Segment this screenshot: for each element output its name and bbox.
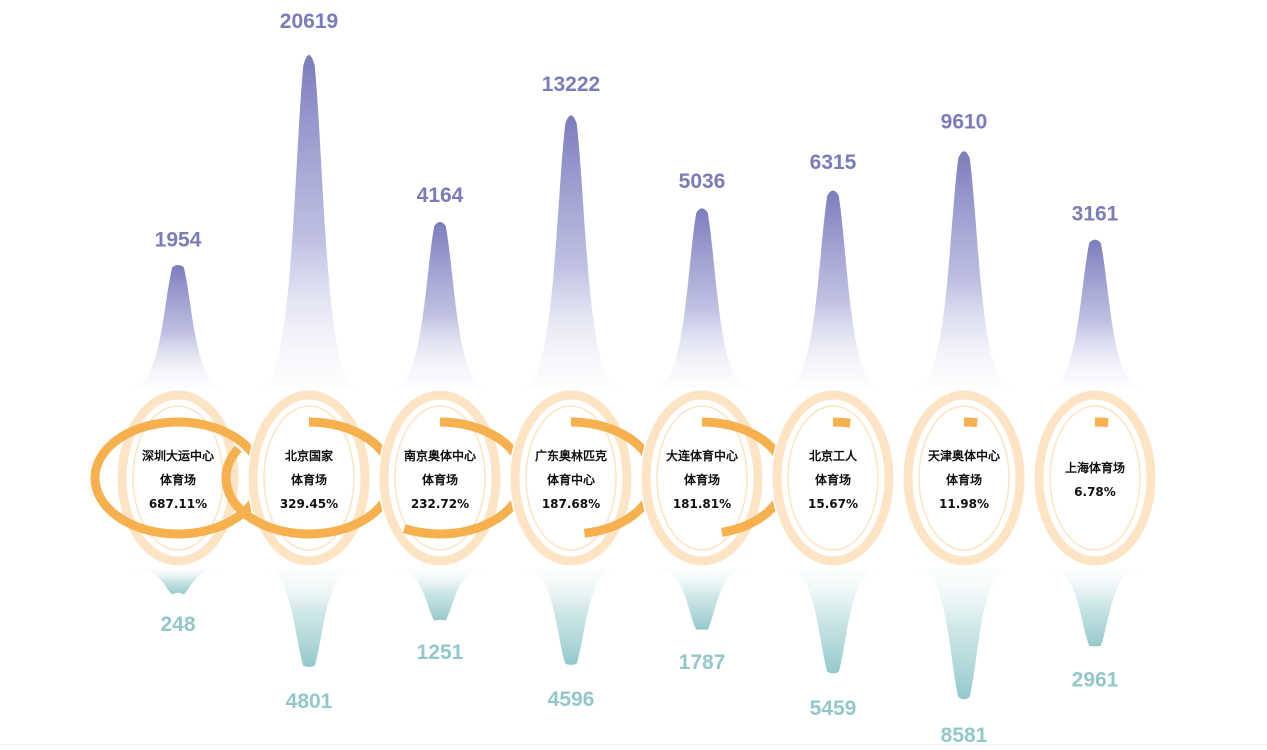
ring-progress-arc — [1007, 417, 1183, 539]
percent-label: 11.98% — [939, 497, 989, 511]
ring-backing — [1033, 389, 1157, 567]
top-spike — [523, 115, 619, 388]
ring-inner-outline — [1049, 405, 1141, 551]
category-name-line: 体育场 — [946, 472, 982, 487]
percent-label: 6.78% — [1074, 485, 1116, 499]
category-name-line: 体育场 — [160, 472, 196, 487]
bottom-series-spikes — [130, 568, 1143, 700]
percent-label: 232.72% — [411, 497, 469, 511]
category-ring: 上海体育场 6.78% — [1007, 389, 1183, 567]
ring-progress-arc — [745, 417, 921, 539]
top-value-label: 20619 — [280, 10, 338, 33]
category-name-line: 上海体育场 — [1065, 460, 1125, 475]
top-spike — [785, 190, 881, 388]
bottom-spike — [1047, 568, 1143, 647]
category-name-line: 南京奥体中心 — [404, 448, 476, 463]
top-spike — [1047, 239, 1143, 388]
ring-inner-outline — [263, 405, 355, 551]
ring-backing — [378, 389, 502, 567]
ring-inner-outline — [394, 405, 486, 551]
percent-label: 687.11% — [149, 497, 207, 511]
ring-track — [510, 390, 632, 566]
top-value-label: 6315 — [810, 151, 857, 174]
bottom-value-label: 2961 — [1072, 669, 1119, 692]
bottom-spike — [261, 568, 357, 667]
ring-track — [641, 390, 763, 566]
ring-track — [379, 390, 501, 566]
bottom-value-label: 5459 — [810, 697, 857, 720]
top-value-label: 3161 — [1072, 202, 1119, 225]
bottom-spike — [785, 568, 881, 674]
category-name-line: 北京国家 — [285, 448, 334, 463]
top-spike — [261, 55, 357, 388]
ring-inner-outline — [656, 405, 748, 551]
ring-backing — [509, 389, 633, 567]
top-spike — [392, 222, 488, 388]
bottom-spike — [916, 568, 1012, 700]
ring-inner-outline — [918, 405, 1010, 551]
ring-backing — [771, 389, 895, 567]
bottom-value-label: 1787 — [679, 651, 726, 674]
bottom-spike — [392, 568, 488, 621]
percent-label: 187.68% — [542, 497, 600, 511]
ring-track — [772, 390, 894, 566]
percent-label: 329.45% — [280, 497, 338, 511]
category-name-line: 体育场 — [291, 472, 327, 487]
top-value-label: 5036 — [679, 170, 726, 193]
bottom-value-label: 4801 — [286, 690, 333, 713]
ring-backing — [902, 389, 1026, 567]
category-name-line: 体育场 — [815, 472, 851, 487]
top-value-label: 13222 — [542, 73, 600, 96]
bottom-spike — [523, 568, 619, 665]
top-spike — [130, 264, 226, 388]
ring-inner-outline — [787, 405, 879, 551]
bottom-spike — [130, 568, 226, 595]
bottom-series-labels: 248 4801 1251 4596 1787 5459 8581 2961 — [160, 613, 1118, 747]
bottom-value-label: 8581 — [941, 724, 988, 747]
category-name-line: 大连体育中心 — [666, 448, 738, 463]
top-value-label: 9610 — [941, 110, 988, 133]
ring-progress-arc — [876, 417, 1052, 539]
category-name-line: 深圳大运中心 — [142, 448, 214, 463]
bottom-value-label: 1251 — [417, 641, 464, 664]
top-value-label: 4164 — [417, 184, 464, 207]
percent-label: 181.81% — [673, 497, 731, 511]
top-value-label: 1954 — [155, 229, 202, 252]
category-name-line: 广东奥林匹克 — [535, 448, 607, 463]
category-rings: 深圳大运中心体育场687.11%北京国家体育场329.45%南京奥体中心体育场2… — [90, 389, 1183, 567]
top-series-spikes — [130, 55, 1143, 388]
top-series-labels: 1954 20619 4164 13222 5036 6315 9610 3161 — [155, 10, 1119, 252]
ring-backing — [640, 389, 764, 567]
bottom-value-label: 4596 — [548, 688, 595, 711]
ring-track — [248, 390, 370, 566]
top-spike — [916, 151, 1012, 388]
bottom-spike — [654, 568, 750, 630]
category-name-line: 北京工人 — [809, 448, 858, 463]
category-name-line: 体育场 — [422, 472, 458, 487]
category-name-line: 体育场 — [684, 472, 720, 487]
bottom-divider — [0, 744, 1267, 745]
bottom-value-label: 248 — [160, 613, 195, 636]
ring-backing — [247, 389, 371, 567]
top-spike — [654, 208, 750, 388]
ring-track — [117, 390, 239, 566]
ring-backing — [116, 389, 240, 567]
ring-track — [903, 390, 1025, 566]
category-name-line: 体育中心 — [547, 472, 595, 487]
ring-track — [1034, 390, 1156, 566]
category-name-line: 天津奥体中心 — [928, 448, 1000, 463]
ring-inner-outline — [525, 405, 617, 551]
percent-label: 15.67% — [808, 497, 858, 511]
